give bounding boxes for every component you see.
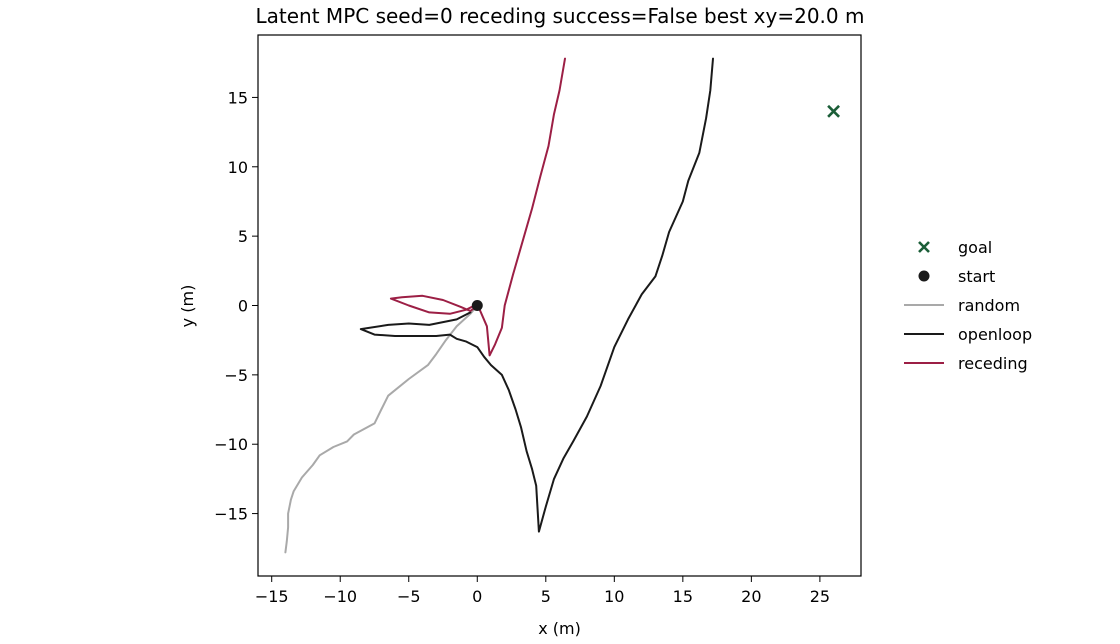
x-tick-label: −10 (323, 587, 357, 606)
legend-label: receding (958, 354, 1028, 373)
y-axis-label: y (m) (178, 285, 197, 328)
y-tick-label: 5 (238, 227, 248, 246)
series-line-openloop (359, 57, 714, 533)
x-tick-label: 25 (810, 587, 830, 606)
legend: goal start random openloop receding (904, 238, 1032, 373)
legend-item-openloop: openloop (904, 325, 1032, 344)
legend-goal-icon (918, 241, 930, 253)
legend-label: goal (958, 238, 992, 257)
x-tick-label: −15 (255, 587, 289, 606)
legend-item-start: start (918, 267, 995, 286)
x-tick-label: −5 (397, 587, 421, 606)
plot-area-frame (257, 34, 862, 577)
series-line-random (284, 304, 479, 554)
y-tick-label: −5 (224, 366, 248, 385)
trajectory-traces (284, 57, 714, 554)
y-tick-label: 15 (228, 88, 248, 107)
y-tick-label: −15 (214, 505, 248, 524)
x-tick-label: 5 (541, 587, 551, 606)
legend-start-icon (918, 270, 930, 282)
y-axis-ticks: −15 −10 −5 0 5 10 15 (214, 88, 258, 524)
y-tick-label: 0 (238, 297, 248, 316)
x-tick-label: 10 (604, 587, 624, 606)
legend-label: random (958, 296, 1020, 315)
x-tick-label: 20 (741, 587, 761, 606)
legend-item-goal: goal (918, 238, 992, 257)
goal-marker (827, 104, 841, 118)
legend-label: openloop (958, 325, 1032, 344)
x-tick-label: 15 (673, 587, 693, 606)
x-axis-ticks: −15 −10 −5 0 5 10 15 20 25 (255, 576, 830, 606)
legend-item-receding: receding (904, 354, 1028, 373)
x-axis-label: x (m) (538, 619, 581, 638)
series-line-receding (389, 57, 566, 357)
chart-title: Latent MPC seed=0 receding success=False… (256, 4, 865, 28)
y-tick-label: −10 (214, 435, 248, 454)
y-tick-label: 10 (228, 158, 248, 177)
legend-item-random: random (904, 296, 1020, 315)
x-tick-label: 0 (472, 587, 482, 606)
point-markers (471, 104, 841, 311)
legend-label: start (958, 267, 995, 286)
start-marker (471, 300, 483, 311)
